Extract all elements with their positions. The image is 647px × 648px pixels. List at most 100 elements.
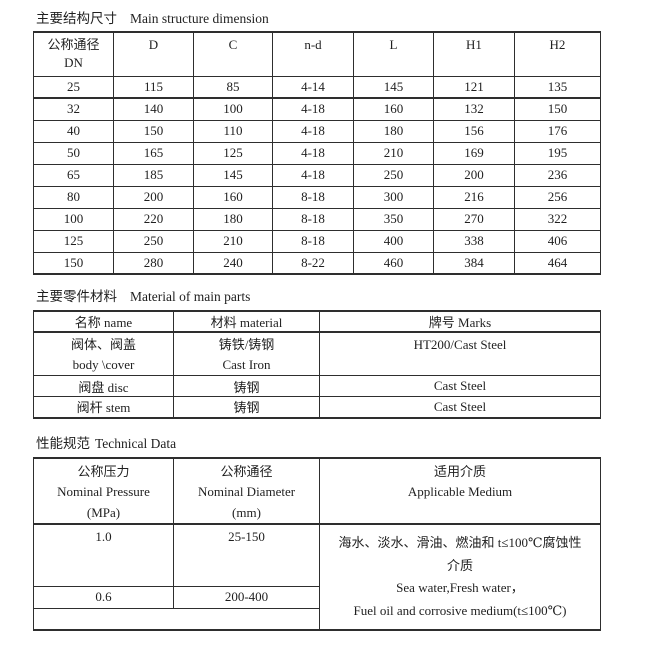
material-title-zh: 主要零件材料: [36, 289, 117, 304]
cell: 250: [113, 229, 194, 253]
dn-label: DN: [64, 55, 83, 70]
table-row: 1.0 25-150 海水、淡水、滑油、燃油和 t≤100℃腐蚀性 介质 Sea w…: [33, 523, 601, 631]
cell: 25: [33, 75, 114, 99]
cell-pressure-1: 1.0: [33, 523, 174, 587]
cell: 4-18: [272, 141, 354, 165]
cell: 132: [433, 97, 515, 121]
cell: 384: [433, 251, 515, 275]
header-cell-marks: 牌号 Marks: [319, 310, 601, 333]
diameter-label-en: Nominal Diameter: [197, 484, 296, 499]
structure-dimension-table: 公称通径 DN D C n-d L H1 H2 25 115 85 4-14 14…: [33, 31, 601, 275]
material-title-en: Material of main parts: [130, 289, 251, 304]
cell: 115: [113, 75, 194, 99]
pressure-unit: (MPa): [86, 504, 121, 520]
cell: 156: [433, 119, 515, 143]
cell: 464: [514, 251, 601, 275]
table-row: 80 200 160 8-18 300 216 256: [33, 185, 601, 209]
table-row: 65 185 145 4-18 250 200 236: [33, 163, 601, 187]
cell: 32: [33, 97, 114, 121]
header-cell-l: L: [353, 31, 434, 77]
material-table: 名称 name 材料 material 牌号 Marks 阀体、阀盖 body \…: [33, 310, 601, 419]
cell: 40: [33, 119, 114, 143]
cell: 145: [353, 75, 434, 99]
header-cell-pressure: 公称压力 Nominal Pressure (MPa): [33, 457, 174, 525]
table-row: 32 140 100 4-18 160 132 150: [33, 97, 601, 121]
cell: 210: [353, 141, 434, 165]
cell-stem-name: 阀杆 stem: [33, 396, 174, 418]
cell: 338: [433, 229, 515, 253]
table-row: 阀盘 disc 铸钢 Cast Steel: [33, 375, 601, 397]
header-cell-diameter: 公称通径 Nominal Diameter (mm): [173, 457, 320, 525]
technical-title-en: Technical Data: [95, 435, 177, 451]
cell: 216: [433, 185, 515, 209]
cell: 121: [433, 75, 515, 99]
cell: 250: [353, 163, 434, 187]
cell: 100: [193, 97, 273, 121]
cell: 180: [353, 119, 434, 143]
cell: 65: [33, 163, 114, 187]
medium-label-en: Applicable Medium: [407, 484, 513, 499]
table-row: 50 165 125 4-18 210 169 195: [33, 141, 601, 165]
cell: 460: [353, 251, 434, 275]
cell: 50: [33, 141, 114, 165]
cell-pressure-2: 0.6: [33, 585, 174, 609]
cell-stem-marks: Cast Steel: [319, 396, 601, 418]
cell-disc-material: 铸钢: [173, 375, 320, 397]
table-row: 阀杆 stem 铸钢 Cast Steel: [33, 396, 601, 418]
table-row: 100 220 180 8-18 350 270 322: [33, 207, 601, 231]
cell: 8-18: [272, 207, 354, 231]
material-header-row: 名称 name 材料 material 牌号 Marks: [33, 310, 601, 333]
technical-data-table: 公称压力 Nominal Pressure (MPa) 公称通径 Nominal Di…: [33, 456, 601, 631]
medium-line-2: 介质: [446, 557, 473, 573]
cell: 195: [514, 141, 601, 165]
medium-line-1: 海水、淡水、滑油、燃油和 t≤100℃腐蚀性: [338, 535, 582, 550]
cell: 185: [113, 163, 194, 187]
material-section-title: 主要零件材料 Material of main parts: [36, 288, 647, 306]
cell: 110: [193, 119, 273, 143]
structure-section-title: 主要结构尺寸 Main structure dimension: [36, 10, 647, 28]
structure-header-row: 公称通径 DN D C n-d L H1 H2: [33, 31, 601, 77]
cell: 406: [514, 229, 601, 253]
header-cell-dn: 公称通径 DN: [33, 31, 114, 77]
cell: 125: [33, 229, 114, 253]
header-cell-nd: n-d: [272, 31, 354, 77]
body-material-en: Cast Iron: [222, 357, 271, 372]
cell: 160: [353, 97, 434, 121]
cell: 145: [193, 163, 273, 187]
header-cell-medium: 适用介质 Applicable Medium: [319, 457, 601, 525]
cell-disc-name: 阀盘 disc: [33, 375, 174, 397]
cell: 80: [33, 185, 114, 209]
cell: 280: [113, 251, 194, 275]
cell: 125: [193, 141, 273, 165]
cell: 270: [433, 207, 515, 231]
cell: 4-18: [272, 163, 354, 187]
header-cell-c: C: [193, 31, 273, 77]
structure-title-en: Main structure dimension: [130, 11, 269, 26]
pressure-label-zh: 公称压力: [77, 463, 130, 479]
cell: 4-18: [272, 119, 354, 143]
header-cell-h1: H1: [433, 31, 515, 77]
cell-stem-material: 铸钢: [173, 396, 320, 418]
cell: 85: [193, 75, 273, 99]
cell: 150: [113, 119, 194, 143]
structure-title-zh: 主要结构尺寸: [36, 11, 117, 26]
technical-header-row: 公称压力 Nominal Pressure (MPa) 公称通径 Nominal Di…: [33, 457, 601, 525]
cell-diameter-1: 25-150: [173, 523, 320, 587]
cell-diameter-2: 200-400: [173, 585, 320, 609]
cell: 140: [113, 97, 194, 121]
cell: 8-18: [272, 185, 354, 209]
cell: 150: [514, 97, 601, 121]
cell-applicable-medium: 海水、淡水、滑油、燃油和 t≤100℃腐蚀性 介质 Sea water,Fresh …: [319, 523, 601, 631]
medium-label-zh: 适用介质: [433, 463, 486, 479]
body-material-zh: 铸铁/铸钢: [218, 337, 275, 352]
cell-body-marks: HT200/Cast Steel: [319, 331, 601, 376]
cell: 220: [113, 207, 194, 231]
medium-line-3: Sea water,Fresh water，: [396, 580, 524, 595]
table-row: 40 150 110 4-18 180 156 176: [33, 119, 601, 143]
cell: 300: [353, 185, 434, 209]
dn-label-zh: 公称通径: [47, 37, 100, 52]
header-cell-d: D: [113, 31, 194, 77]
cell-body-material: 铸铁/铸钢 Cast Iron: [173, 331, 320, 376]
cell: 176: [514, 119, 601, 143]
